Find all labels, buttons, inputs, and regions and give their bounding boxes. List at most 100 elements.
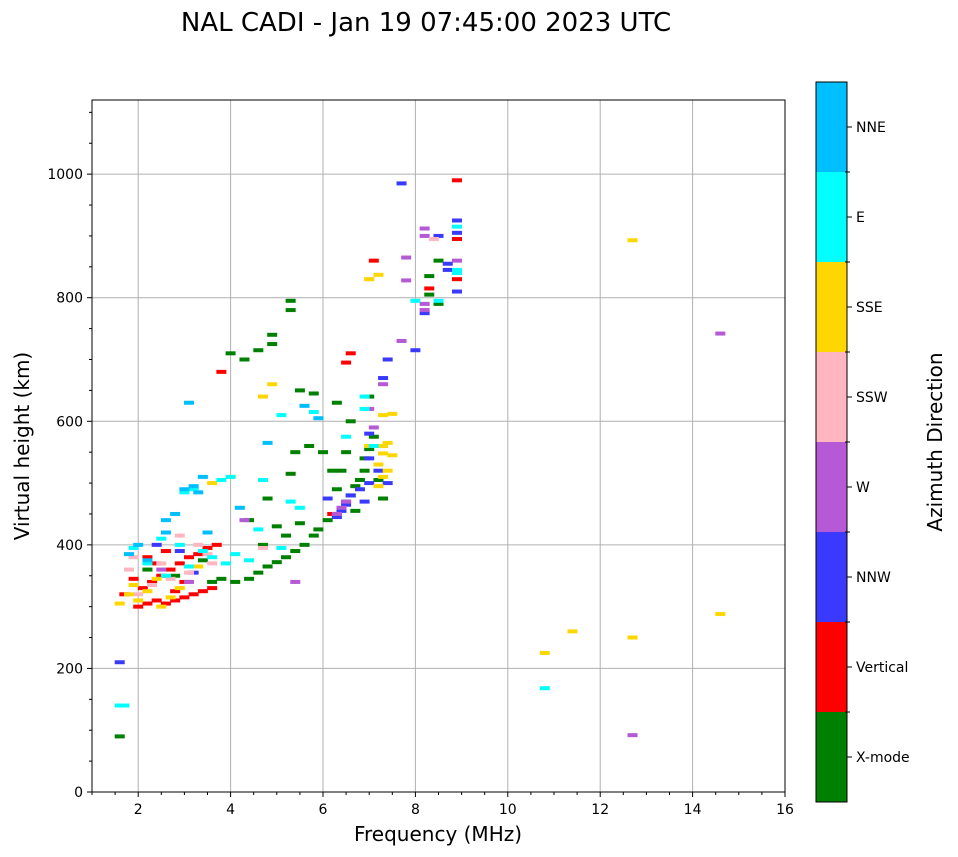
data-point-x-mode: [262, 564, 273, 569]
data-point-sse: [387, 453, 398, 458]
data-point-x-mode: [290, 450, 301, 455]
data-point-x-mode: [299, 542, 310, 547]
data-point-x-mode: [304, 444, 315, 448]
data-point-x-mode: [350, 484, 361, 489]
data-point-sse: [373, 272, 384, 277]
data-point-w: [239, 518, 250, 523]
data-point-x-mode: [350, 508, 361, 513]
data-point-sse: [715, 612, 726, 617]
data-point-sse: [382, 440, 393, 445]
data-point-vertical: [341, 360, 352, 365]
data-point-w: [156, 567, 167, 572]
data-point-e: [341, 434, 352, 439]
data-point-x-mode: [267, 342, 278, 347]
data-point-e: [410, 298, 421, 303]
data-point-x-mode: [170, 573, 181, 578]
colorbar-segment: [816, 172, 847, 262]
data-point-x-mode: [253, 570, 264, 575]
data-point-e: [179, 490, 190, 495]
plot-frame: [91, 99, 786, 793]
colorbar-tick-label: E: [856, 210, 865, 226]
data-point-nnw: [373, 468, 384, 473]
data-point-sse: [257, 394, 268, 399]
data-point-nne: [170, 511, 181, 516]
y-axis-label: Virtual height (km): [10, 352, 34, 541]
data-point-sse: [627, 238, 638, 243]
data-point-nnw: [331, 515, 342, 520]
colorbar: X-mode Vertical NNW W SSW SSE E NNE: [815, 81, 910, 803]
data-point-x-mode: [230, 579, 241, 584]
data-point-x-mode: [114, 734, 125, 739]
data-point-sse: [378, 444, 389, 448]
colorbar-tick-label: NNW: [856, 570, 891, 586]
data-point-x-mode: [294, 521, 305, 526]
data-point-vertical: [137, 586, 148, 591]
colorbar-segment: [816, 622, 847, 712]
data-point-vertical: [165, 567, 176, 572]
data-point-x-mode: [368, 434, 379, 439]
data-point-e: [253, 527, 264, 532]
data-point-x-mode: [285, 471, 296, 476]
data-point-sse: [387, 411, 398, 416]
data-point-nnw: [364, 431, 375, 436]
data-point-x-mode: [281, 533, 292, 538]
data-point-sse: [165, 595, 176, 600]
data-point-vertical: [451, 178, 462, 183]
colorbar-frame: [815, 81, 848, 803]
colorbar-segment: [816, 442, 847, 532]
data-point-x-mode: [281, 555, 292, 560]
data-point-nnw: [451, 218, 462, 223]
data-point-vertical: [142, 601, 153, 606]
data-point-w: [331, 511, 342, 516]
data-point-nne: [202, 530, 213, 535]
data-point-vertical: [170, 589, 181, 594]
data-point-w: [290, 579, 301, 584]
axis-ticks: 2 4 6 8 10 12 14 16 0 200 400 600 800 1000: [47, 111, 794, 818]
data-point-x-mode: [216, 576, 227, 581]
data-point-x-mode: [271, 524, 282, 529]
data-point-x-mode: [331, 400, 342, 405]
grid-lines: [92, 100, 785, 792]
data-point-nne: [197, 474, 208, 479]
colorbar-segment: [816, 82, 847, 172]
data-point-nne: [262, 440, 273, 445]
data-point-e: [276, 545, 287, 550]
data-point-e: [257, 477, 268, 482]
colorbar-tick-label: SSE: [856, 300, 883, 316]
data-point-nnw: [341, 502, 352, 507]
x-tick-label: 8: [411, 802, 420, 818]
data-point-nne: [179, 487, 190, 492]
data-point-x-mode: [433, 258, 444, 263]
data-point-sse: [539, 650, 550, 655]
data-point-vertical: [160, 549, 171, 554]
data-point-w: [451, 258, 462, 263]
data-point-x-mode: [244, 576, 255, 581]
data-point-vertical: [202, 545, 213, 550]
data-point-vertical: [179, 595, 190, 600]
data-point-e: [230, 552, 241, 557]
data-point-x-mode: [239, 357, 250, 362]
data-point-x-mode: [308, 533, 319, 538]
y-tick-label: 1000: [47, 167, 83, 183]
data-point-ssw: [156, 561, 167, 566]
data-point-ssw: [133, 592, 144, 597]
data-point-vertical: [151, 598, 162, 603]
data-point-x-mode: [257, 542, 268, 547]
data-point-ssw: [174, 533, 185, 538]
data-point-x-mode: [359, 468, 370, 473]
data-point-vertical: [211, 542, 222, 547]
data-point-nnw: [410, 348, 421, 353]
data-point-x-mode: [253, 348, 264, 353]
chart-title: NAL CADI - Jan 19 07:45:00 2023 UTC: [181, 8, 671, 38]
data-point-w: [341, 499, 352, 504]
data-point-e: [294, 505, 305, 510]
data-point-nnw: [336, 508, 347, 513]
data-point-e: [128, 545, 139, 550]
data-point-nnw: [114, 660, 125, 665]
data-point-w: [378, 382, 389, 387]
x-axis-label: Frequency (MHz): [354, 822, 522, 846]
data-point-x-mode: [318, 450, 328, 455]
data-point-x-mode: [294, 388, 305, 393]
data-point-sse: [378, 474, 389, 479]
data-point-e: [184, 564, 195, 569]
